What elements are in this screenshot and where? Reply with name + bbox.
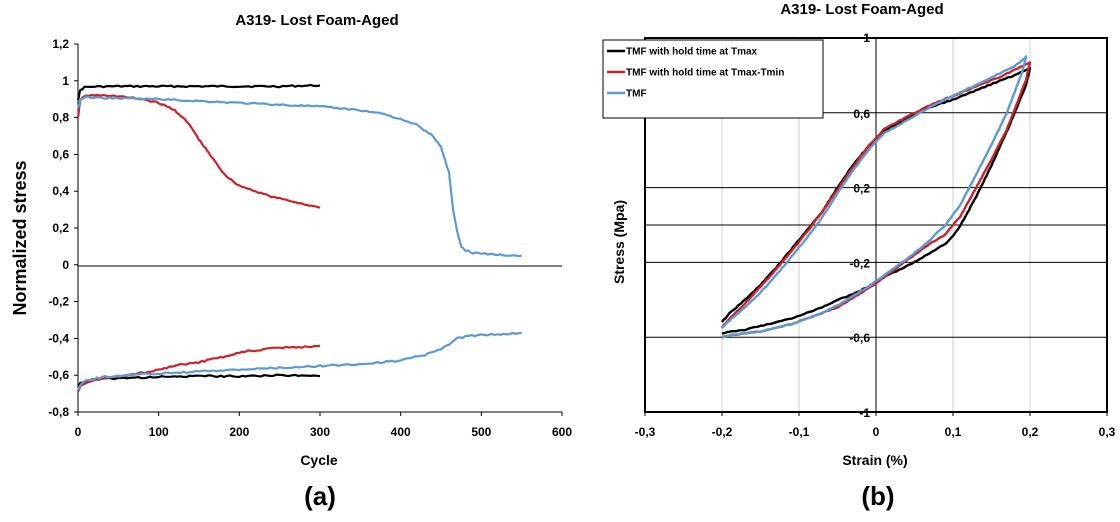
chart-a-x-tick-label-100: 100 — [149, 425, 169, 439]
chart-b-y-tick-label-0-6: -0,6 — [849, 331, 870, 345]
chart-a-panel-label: (a) — [304, 481, 336, 511]
chart-a-y-tick-label-0-2: -0,2 — [48, 295, 69, 309]
chart-a-series-red-max-line — [76, 93, 321, 209]
legend-box — [602, 39, 824, 119]
chart-b-x-tick-label-0-3: -0,3 — [635, 425, 656, 439]
legend-entry-tmf-with-hold-time-at-tmax-tmin: TMF with hold time at Tmax-Tmin — [626, 68, 784, 79]
chart-b-series-tmf-with-hold-time-at-tmax-tmin-line — [720, 61, 1032, 339]
chart-b-x-tick-label-0-1: -0,1 — [789, 425, 810, 439]
chart-b-x-tick-label-0-2: -0,2 — [712, 425, 733, 439]
chart-b-x-tick-label-0-3: 0,3 — [1099, 425, 1116, 439]
chart-a-x-tick-label-600: 600 — [552, 425, 572, 439]
chart-a-series-black-min-line — [77, 373, 321, 387]
chart-b-y-tick-label-1: 1 — [863, 31, 870, 45]
chart-a-x-tick-label-300: 300 — [310, 425, 330, 439]
chart-a-x-tick-label-200: 200 — [229, 425, 249, 439]
chart-b-y-tick-label-1: -1 — [859, 406, 870, 420]
chart-a-series-blue-min-line — [76, 331, 522, 391]
chart-b-y-tick-label-0-2: 0,2 — [853, 182, 870, 196]
chart-b-series-tmf-line — [721, 55, 1028, 339]
legend-entry-tmf-with-hold-time-at-tmax: TMF with hold time at Tmax — [626, 47, 758, 58]
chart-a-x-tick-label-0: 0 — [75, 425, 82, 439]
chart-a-y-axis-label: Normalized stress — [10, 160, 30, 315]
chart-a-y-tick-label-0-8: 0,8 — [52, 111, 69, 125]
chart-a-x-tick-label-500: 500 — [471, 425, 491, 439]
chart-a-y-tick-label-0-2: 0,2 — [52, 221, 69, 235]
chart-a-y-tick-label-0: 0 — [62, 258, 69, 272]
chart-a-y-tick-label-1: 1 — [62, 74, 69, 88]
chart-a-y-tick-label-0-6: -0,6 — [48, 368, 69, 382]
chart-a-y-tick-label-0-4: -0,4 — [48, 331, 69, 345]
chart-b-x-tick-label-0-1: 0,1 — [945, 425, 962, 439]
chart-b-title: A319- Lost Foam-Aged — [780, 1, 943, 18]
chart-b-y-tick-label-0-6: 0,6 — [853, 107, 870, 121]
chart-a: A319- Lost Foam-Aged Normalized stress C… — [10, 12, 572, 511]
chart-b: A319- Lost Foam-Aged Stress (Mpa) Strain… — [602, 1, 1116, 511]
chart-b-panel-label: (b) — [861, 481, 894, 511]
chart-b-x-tick-label-0: 0 — [873, 425, 880, 439]
chart-b-legend: TMF with hold time at Tmax TMF with hold … — [602, 39, 824, 119]
chart-a-x-tick-label-400: 400 — [391, 425, 411, 439]
chart-a-series-black-max-line — [76, 83, 321, 101]
chart-a-x-axis-label: Cycle — [300, 452, 338, 468]
legend-entry-tmf: TMF — [626, 89, 647, 100]
chart-a-y-tick-label-0-8: -0,8 — [48, 405, 69, 419]
chart-b-y-tick-label-0-2: -0,2 — [849, 256, 870, 270]
chart-a-y-tick-label-1-2: 1,2 — [52, 37, 69, 51]
chart-b-x-axis-label: Strain (%) — [842, 452, 907, 468]
chart-a-series-blue-max-line — [76, 95, 522, 258]
chart-a-y-tick-label-0-4: 0,4 — [52, 184, 69, 198]
chart-a-y-tick-label-0-6: 0,6 — [52, 147, 69, 161]
chart-b-y-axis-label: Stress (Mpa) — [611, 200, 627, 284]
chart-b-x-tick-label-0-2: 0,2 — [1022, 425, 1039, 439]
chart-a-title: A319- Lost Foam-Aged — [235, 12, 398, 29]
